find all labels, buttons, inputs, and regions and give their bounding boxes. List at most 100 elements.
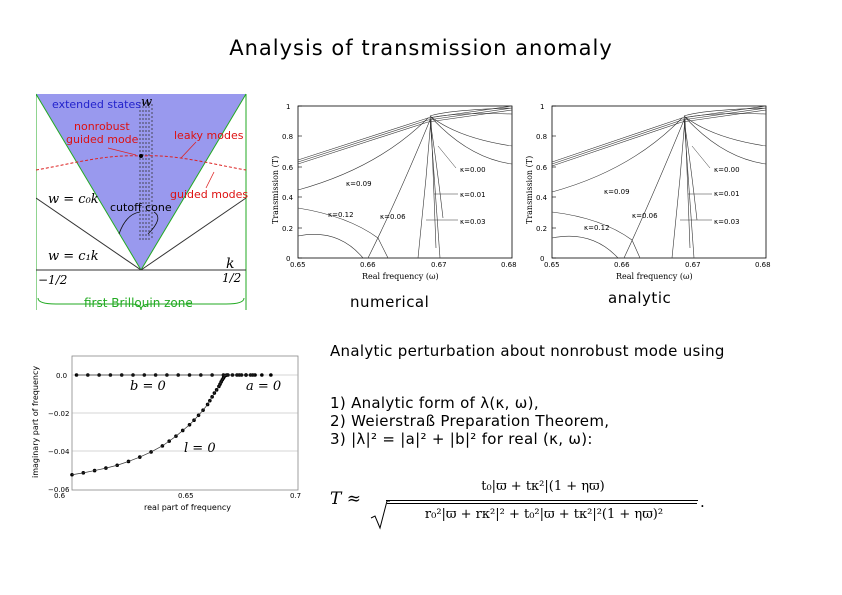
series-line [71, 374, 227, 476]
data-point [260, 373, 264, 377]
kappa-label-009: κ=0.09 [604, 188, 630, 196]
cutoff-cone-lines [139, 102, 153, 242]
analytic-caption: analytic [608, 289, 672, 307]
analytic-transmission-plot: 0 0.2 0.4 0.6 0.8 1 0.65 0.66 0.67 0.68 … [525, 103, 771, 281]
scatter-points [70, 373, 273, 477]
label-pointers [680, 145, 712, 221]
cutoff-cone-label: cutoff cone [110, 201, 172, 214]
c0-line-label: w = c₀k [48, 192, 99, 207]
right-tick-label: 1/2 [222, 271, 241, 285]
numerical-caption: numerical [350, 293, 430, 311]
fraction-bar [386, 500, 698, 501]
b-zero-annotation: b = 0 [130, 379, 166, 394]
transmission-curves [551, 105, 767, 259]
curve-line [71, 374, 256, 476]
light-line-c1-right [140, 197, 247, 271]
cutoff-cone-brace [118, 211, 159, 235]
y-axis-label: imaginary part of frequency [31, 366, 40, 478]
ytick-0: 0.0 [56, 372, 67, 380]
perturbation-item-1: 1) Analytic form of λ(κ, ω), [330, 394, 539, 412]
w-axis-label: w [141, 95, 152, 110]
slide-title: Analysis of transmission anomaly [229, 36, 613, 60]
plot-frame [297, 105, 513, 259]
kappa-label-006: κ=0.06 [380, 213, 406, 221]
kappa-label-006: κ=0.06 [632, 212, 658, 220]
ytick-0: 0 [540, 255, 544, 263]
k-axis-label: k [226, 256, 234, 272]
ytick-4: 0.8 [282, 133, 293, 141]
x-axis-label: Real frequency (ω) [616, 272, 693, 281]
ytick-1: 0.2 [536, 225, 547, 233]
extended-states-label: extended states [52, 98, 141, 111]
band-structure-diagram: extended states w nonrobust guided mode … [36, 93, 248, 311]
kappa-label-009: κ=0.09 [346, 180, 372, 188]
kappa-label-001: κ=0.01 [714, 190, 740, 198]
xtick-3: 0.68 [755, 261, 771, 269]
xtick-3: 0.68 [501, 261, 517, 269]
xtick-1: 0.66 [614, 261, 630, 269]
y-ticks [298, 105, 302, 259]
brillouin-brace [37, 297, 245, 311]
guided-mode-label: guided mode [66, 133, 139, 146]
x-axis-label: Real frequency (ω) [362, 272, 439, 281]
guided-arrow [205, 171, 215, 189]
nonrobust-mode-point [139, 154, 143, 158]
ytick-1: 0.2 [282, 225, 293, 233]
kappa-label-000: κ=0.00 [714, 166, 740, 174]
brillouin-zone-label: first Brillouin zone [84, 296, 193, 310]
sqrt-sign [370, 500, 390, 530]
ytick-1: −0.02 [48, 410, 69, 418]
xtick-2: 0.67 [685, 261, 701, 269]
ytick-5: 1 [540, 103, 544, 111]
plot-frame [551, 105, 767, 259]
ytick-2: −0.04 [48, 448, 70, 456]
sqrt-overline [387, 503, 697, 504]
c1-line-label: w = c₁k [48, 249, 99, 264]
extended-states-region [36, 94, 246, 270]
nonrobust-label: nonrobust [74, 120, 130, 133]
ytick-3: 0.6 [282, 164, 294, 172]
ytick-2: 0.4 [282, 194, 294, 202]
xtick-0: 0.65 [544, 261, 560, 269]
a-zero-annotation: a = 0 [246, 379, 281, 394]
leaky-modes-label: leaky modes [174, 129, 244, 142]
perturbation-item-2: 2) Weierstraß Preparation Theorem, [330, 412, 610, 430]
ytick-3: 0.6 [536, 164, 548, 172]
ytick-2: 0.4 [536, 194, 548, 202]
xtick-2: 0.7 [290, 492, 301, 500]
perturbation-heading: Analytic perturbation about nonrobust mo… [330, 342, 725, 360]
y-axis-label: Transmission (T) [271, 156, 280, 224]
leaky-arrow [180, 141, 197, 159]
xtick-0: 0.6 [54, 492, 66, 500]
formula-denominator: r₀²|ϖ + rκ²|² + t₀²|ϖ + tκ²|²(1 + ηϖ)² [424, 507, 664, 522]
label-pointers [426, 145, 458, 221]
l-zero-annotation: l = 0 [184, 441, 216, 456]
light-line-c1-left [36, 197, 142, 271]
guided-modes-label: guided modes [170, 188, 248, 201]
kappa-label-012: κ=0.12 [584, 224, 610, 232]
y-ticks [552, 105, 556, 259]
ytick-4: 0.8 [536, 133, 547, 141]
numerical-transmission-plot: 0 0.2 0.4 0.6 0.8 1 0.65 0.66 0.67 0.68 … [271, 103, 517, 281]
complex-frequency-plot: 0.0 −0.02 −0.04 −0.06 0.6 0.65 0.7 real … [31, 355, 301, 512]
left-tick-label: −1/2 [38, 273, 67, 287]
kappa-label-001: κ=0.01 [460, 191, 486, 199]
xtick-2: 0.67 [431, 261, 447, 269]
perturbation-item-3: 3) |λ|² = |a|² + |b|² for real (κ, ω): [330, 430, 593, 448]
transmission-curves [297, 105, 513, 259]
nonrobust-arrow [107, 147, 137, 156]
y-axis-label: Transmission (T) [525, 156, 534, 224]
light-line-c0-left [36, 93, 142, 271]
kappa-label-003: κ=0.03 [714, 218, 740, 226]
xtick-1: 0.66 [360, 261, 376, 269]
data-point [269, 373, 273, 377]
x-axis-label: real part of frequency [144, 503, 231, 512]
kappa-label-003: κ=0.03 [460, 218, 486, 226]
ytick-0: 0 [286, 255, 290, 263]
formula-lhs: T ≈ [330, 489, 361, 509]
kappa-label-012: κ=0.12 [328, 211, 354, 219]
plot-frame [71, 355, 299, 491]
formula-numerator: t₀|ϖ + tκ²|(1 + ηϖ) [481, 479, 605, 494]
kappa-label-000: κ=0.00 [460, 166, 486, 174]
xtick-0: 0.65 [290, 261, 306, 269]
